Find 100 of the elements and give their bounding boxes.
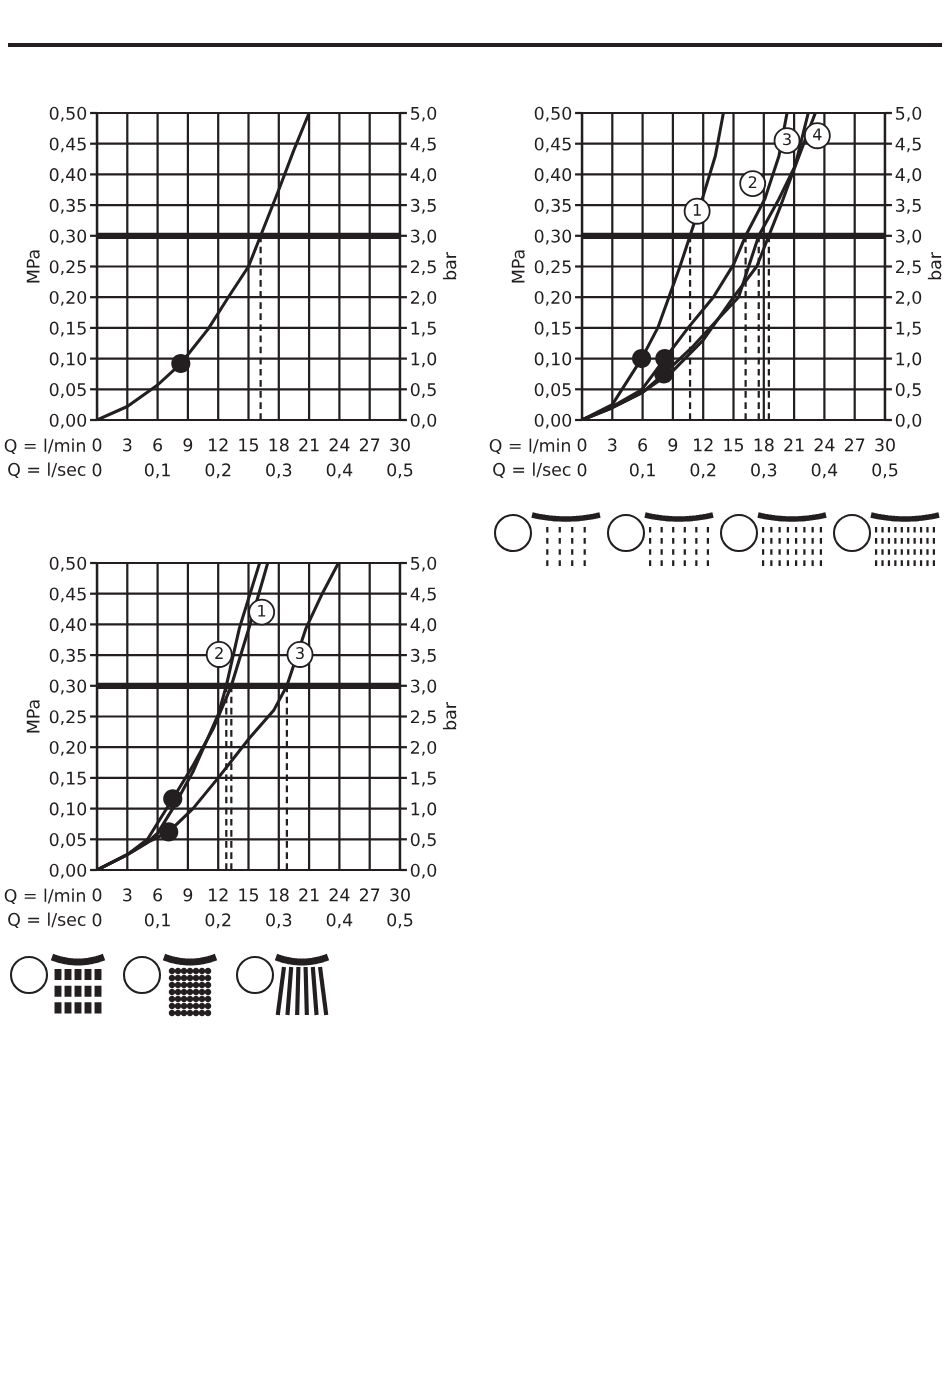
y2-tick-label: 2,0 (410, 740, 437, 756)
x2-tick-label: 0 (92, 463, 102, 477)
x-axis-title: Q = l/min (489, 438, 570, 455)
x2-tick-label: 0,5 (387, 463, 413, 479)
x2-tick-label: 0,1 (144, 463, 170, 479)
x2-tick-label: 0,3 (266, 463, 292, 479)
x2-tick-label: 0,2 (690, 463, 716, 479)
x2-tick-label: 0,1 (144, 913, 170, 929)
y2-tick-label: 1,0 (896, 352, 922, 368)
y2-tick-label: 1,5 (896, 321, 921, 337)
y2-tick-label: 0,5 (410, 383, 436, 398)
y-tick-label: 0,35 (49, 198, 86, 214)
x2-tick-label: 0 (577, 463, 587, 477)
x2-tick-label: 0,4 (326, 913, 353, 929)
x2-tick-label: 0,5 (872, 463, 898, 479)
y2-tick-label: 2,0 (410, 290, 437, 306)
x-tick-label: 27 (359, 438, 380, 452)
annotation: 3 (783, 133, 791, 146)
y2-tick-label: 1,0 (411, 352, 437, 368)
x-tick-label: 15 (239, 888, 259, 902)
y2-tick-label: 5,0 (411, 556, 437, 572)
y-tick-label: 0,45 (49, 137, 86, 153)
y-tick-label: 0,35 (49, 648, 86, 664)
y-tick-label: 0,45 (49, 587, 86, 603)
x-tick-label: 6 (638, 438, 648, 452)
y2-axis-title: bar (927, 252, 942, 280)
y-tick-label: 0,30 (534, 229, 572, 245)
y2-tick-label: 4,0 (895, 168, 922, 184)
y-tick-label: 0,25 (534, 260, 571, 276)
y2-tick-label: 3,0 (896, 229, 922, 245)
x-tick-label: 30 (390, 888, 410, 902)
x-tick-label: 3 (608, 438, 617, 452)
y2-tick-label: 0,0 (895, 413, 922, 429)
y2-tick-label: 4,5 (895, 137, 921, 153)
y-tick-label: 0,30 (49, 229, 87, 245)
y-tick-label: 0,40 (534, 168, 572, 184)
x-tick-label: 6 (153, 888, 163, 902)
x2-tick-label: 0,3 (751, 463, 777, 479)
x-tick-label: 12 (209, 438, 228, 452)
y2-tick-label: 0,0 (410, 863, 437, 879)
x2-tick-label: 0,2 (205, 463, 231, 479)
y2-tick-label: 3,0 (411, 679, 437, 695)
annotation: 4 (813, 128, 822, 141)
y-tick-label: 0,50 (49, 556, 87, 572)
x-tick-label: 21 (784, 438, 804, 452)
x2-tick-label: 0,3 (266, 913, 292, 929)
x-tick-label: 12 (694, 438, 713, 452)
x-tick-label: 30 (390, 438, 410, 452)
y-tick-label: 0,10 (49, 352, 87, 368)
y2-tick-label: 4,5 (410, 137, 436, 153)
y2-tick-label: 1,0 (411, 802, 437, 818)
x-tick-label: 0 (577, 438, 587, 452)
y-tick-label: 0,30 (49, 679, 87, 695)
x-tick-label: 12 (209, 888, 228, 902)
y-tick-label: 0,50 (49, 106, 87, 122)
y2-tick-label: 3,5 (896, 198, 921, 214)
x-tick-label: 9 (183, 438, 193, 452)
x-tick-label: 24 (329, 438, 350, 452)
x-tick-label: 21 (299, 438, 319, 452)
x-axis-title: Q = l/min (4, 438, 85, 455)
y-tick-label: 0,15 (49, 321, 86, 337)
x-tick-label: 15 (239, 438, 259, 452)
y2-tick-label: 0,0 (410, 413, 437, 429)
y-tick-label: 0,25 (49, 260, 86, 276)
y-tick-label: 0,05 (49, 383, 86, 398)
y-tick-label: 0,20 (534, 290, 572, 306)
x2-tick-label: 0,5 (387, 913, 413, 929)
y2-tick-label: 5,0 (411, 106, 437, 122)
y-axis-title: MPa (26, 700, 40, 733)
x-tick-label: 24 (814, 438, 835, 452)
x2-axis-title: Q = l/sec (493, 462, 571, 478)
x2-axis-title: Q = l/sec (8, 912, 86, 928)
x-tick-label: 18 (754, 438, 774, 452)
annotation: 1 (258, 604, 266, 617)
y-tick-label: 0,50 (534, 106, 572, 122)
y-tick-label: 0,05 (534, 383, 571, 398)
x2-tick-label: 0,1 (629, 463, 655, 479)
y-tick-label: 0,15 (534, 321, 571, 337)
y2-axis-title: bar (442, 252, 457, 280)
y2-tick-label: 3,5 (411, 648, 436, 664)
x2-tick-label: 0,2 (205, 913, 231, 929)
y-tick-label: 0,00 (49, 413, 87, 429)
x-tick-label: 0 (92, 438, 102, 452)
y2-tick-label: 4,5 (410, 587, 436, 603)
y2-tick-label: 0,5 (895, 383, 921, 398)
x-tick-label: 9 (183, 888, 193, 902)
annotation: 2 (748, 176, 757, 189)
y2-tick-label: 2,0 (895, 290, 922, 306)
annotation: 1 (693, 204, 701, 216)
y2-tick-label: 2,5 (410, 710, 436, 726)
x-tick-label: 18 (269, 438, 289, 452)
y2-tick-label: 3,5 (411, 198, 436, 214)
y2-tick-label: 2,5 (895, 260, 921, 276)
y-tick-label: 0,20 (49, 290, 87, 306)
annotation: 2 (215, 647, 223, 659)
y2-tick-label: 0,5 (410, 833, 436, 848)
x-tick-label: 18 (269, 888, 289, 902)
y-tick-label: 0,45 (534, 137, 571, 153)
y-tick-label: 0,35 (534, 198, 571, 214)
y2-tick-label: 5,0 (896, 106, 922, 122)
